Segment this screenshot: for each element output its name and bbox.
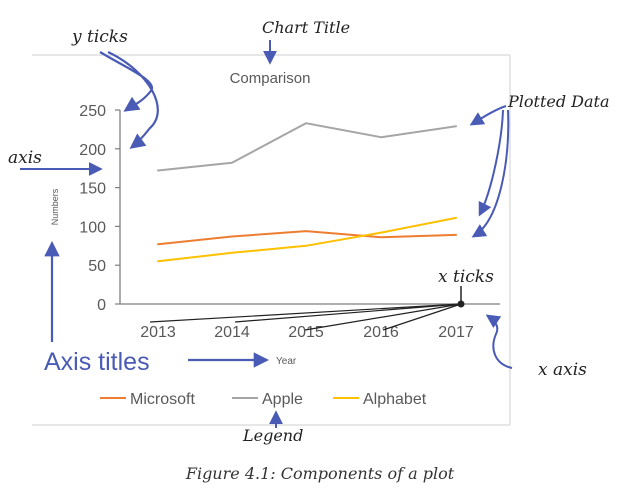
- legend-label-alphabet: Alphabet: [363, 391, 427, 408]
- x-axis-title: Year: [276, 356, 297, 367]
- figure-caption: Figure 4.1: Components of a plot: [185, 464, 455, 483]
- arrow-x-ticks-fan-1: [149, 303, 462, 323]
- arrow-plotted-data-3: [471, 109, 510, 238]
- chart-title: Comparison: [230, 70, 311, 87]
- arrow-y-ticks-2: [107, 51, 159, 149]
- arrow-plotted-data-2: [478, 109, 504, 217]
- annotation-axis-titles: Axis titles: [44, 348, 150, 376]
- arrow-x-axis: [485, 314, 513, 369]
- y-tick-label: 150: [79, 181, 106, 198]
- annotation-axis: axis: [8, 148, 42, 168]
- arrow-x-ticks-fan-4: [382, 303, 462, 331]
- x-ticks-hub: [457, 300, 465, 308]
- legend-label-microsoft: Microsoft: [130, 391, 195, 408]
- y-axis-title: Numbers: [50, 188, 60, 225]
- annotation-plotted-data: Plotted Data: [507, 92, 610, 111]
- y-tick-label: 200: [79, 142, 106, 159]
- arrow-x-ticks-fan-3: [304, 303, 462, 331]
- y-tick-label: 0: [97, 297, 106, 314]
- series-lines: [157, 122, 457, 263]
- arrow-y-ticks-1: [99, 51, 153, 112]
- annotation-legend: Legend: [242, 426, 303, 445]
- annotation-chart-title: Chart Title: [262, 18, 350, 37]
- annotation-x-ticks: x ticks: [438, 267, 494, 287]
- series-line-apple: [157, 122, 457, 172]
- legend: Microsoft Apple Alphabet: [100, 391, 427, 408]
- annotation-x-axis: x axis: [538, 360, 587, 380]
- y-ticks: 0 50 100 150 200 250: [79, 103, 120, 314]
- annotation-y-ticks: y ticks: [71, 27, 128, 47]
- x-tick-label: 2013: [140, 324, 176, 341]
- x-tick-label: 2017: [438, 324, 474, 341]
- y-tick-label: 100: [79, 219, 106, 236]
- series-line-alphabet: [157, 216, 457, 263]
- y-tick-label: 50: [88, 258, 106, 275]
- x-ticks: 2013 2014 2015 2016 2017: [140, 324, 474, 341]
- arrow-x-ticks-fan-2: [234, 303, 462, 323]
- legend-label-apple: Apple: [262, 391, 303, 408]
- y-tick-label: 250: [79, 103, 106, 120]
- arrow-plotted-data-1: [469, 105, 507, 126]
- x-tick-label: 2015: [288, 324, 324, 341]
- x-tick-label: 2014: [214, 324, 250, 341]
- series-line-microsoft: [157, 230, 457, 246]
